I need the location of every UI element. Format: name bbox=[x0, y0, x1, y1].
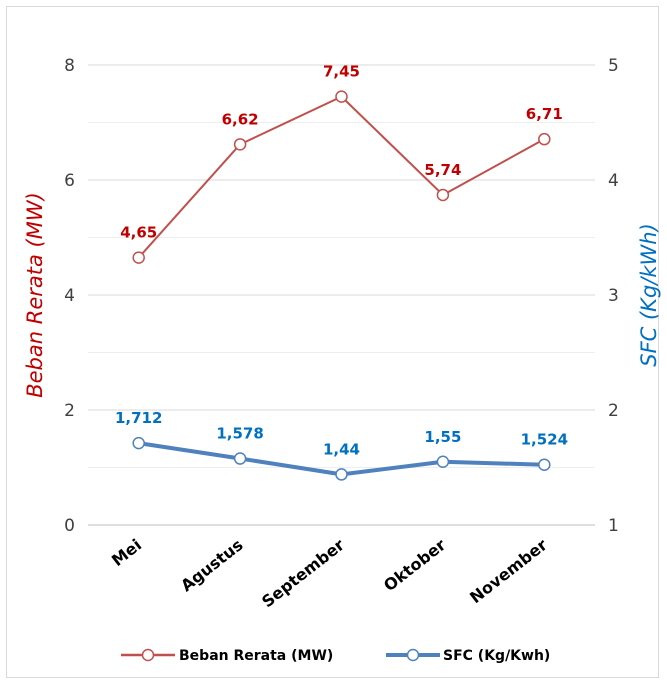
y2-tick-label: 5 bbox=[608, 56, 619, 76]
legend-item-sfc: SFC (Kg/Kwh) bbox=[386, 648, 550, 664]
x-tick-label: Oktober bbox=[380, 535, 449, 595]
beban-point bbox=[132, 251, 145, 264]
gridlines bbox=[88, 64, 595, 468]
sfc-point bbox=[132, 436, 145, 450]
y-tick-label: 2 bbox=[64, 401, 75, 421]
legend-label-beban: Beban Rerata (MW) bbox=[179, 648, 333, 664]
y2-tick-label: 1 bbox=[608, 516, 619, 536]
x-tick-label: September bbox=[258, 535, 348, 611]
sfc-point bbox=[335, 468, 348, 481]
chart-frame bbox=[6, 6, 659, 678]
beban-data-label: 6,71 bbox=[526, 105, 563, 123]
y-tick-label: 8 bbox=[64, 56, 75, 76]
beban-point bbox=[436, 188, 450, 202]
beban-data-label: 6,62 bbox=[222, 110, 259, 128]
x-tick-label: Mei bbox=[108, 535, 145, 570]
sfc-data-label: 1,524 bbox=[521, 431, 568, 449]
right-axis-ticks: 1 2 3 4 5 bbox=[608, 56, 619, 536]
sfc-data-label: 1,578 bbox=[216, 425, 263, 443]
legend-item-beban: Beban Rerata (MW) bbox=[121, 648, 333, 664]
sfc-point bbox=[233, 452, 247, 465]
left-axis-ticks: 0 2 4 6 8 bbox=[64, 56, 75, 536]
sfc-data-label: 1,44 bbox=[323, 440, 360, 458]
beban-data-label: 7,45 bbox=[323, 63, 360, 81]
sfc-data-label: 1,55 bbox=[424, 428, 461, 446]
y-axis-title: Beban Rerata (MW) bbox=[23, 192, 47, 398]
y-tick-label: 0 bbox=[64, 516, 75, 536]
sfc-point bbox=[538, 458, 551, 471]
sfc-point bbox=[436, 455, 450, 468]
y2-axis-title: SFC (Kg/kWh) bbox=[637, 223, 661, 367]
beban-line bbox=[137, 95, 545, 259]
category-labels: Mei Agustus September Oktober November bbox=[108, 535, 551, 611]
y2-tick-label: 3 bbox=[608, 286, 619, 306]
legend-label-sfc: SFC (Kg/Kwh) bbox=[443, 648, 550, 664]
y-tick-label: 6 bbox=[64, 171, 75, 191]
y2-tick-label: 2 bbox=[608, 401, 619, 421]
beban-point bbox=[335, 90, 348, 103]
sfc-data-label: 1,712 bbox=[115, 409, 162, 427]
y2-tick-label: 4 bbox=[608, 171, 619, 191]
beban-data-label: 5,74 bbox=[424, 161, 461, 179]
y-tick-label: 4 bbox=[64, 286, 75, 306]
beban-data-label: 4,65 bbox=[120, 224, 157, 242]
x-tick-label: Agustus bbox=[177, 535, 246, 595]
legend: Beban Rerata (MW) SFC (Kg/Kwh) bbox=[121, 648, 550, 664]
beban-point bbox=[538, 132, 551, 146]
beban-point bbox=[233, 138, 247, 151]
x-tick-label: November bbox=[466, 535, 551, 607]
series-lines: 4,65 6,62 7,45 5,74 6,71 1,712 1,578 1,44 1,55 1,… bbox=[115, 63, 568, 481]
